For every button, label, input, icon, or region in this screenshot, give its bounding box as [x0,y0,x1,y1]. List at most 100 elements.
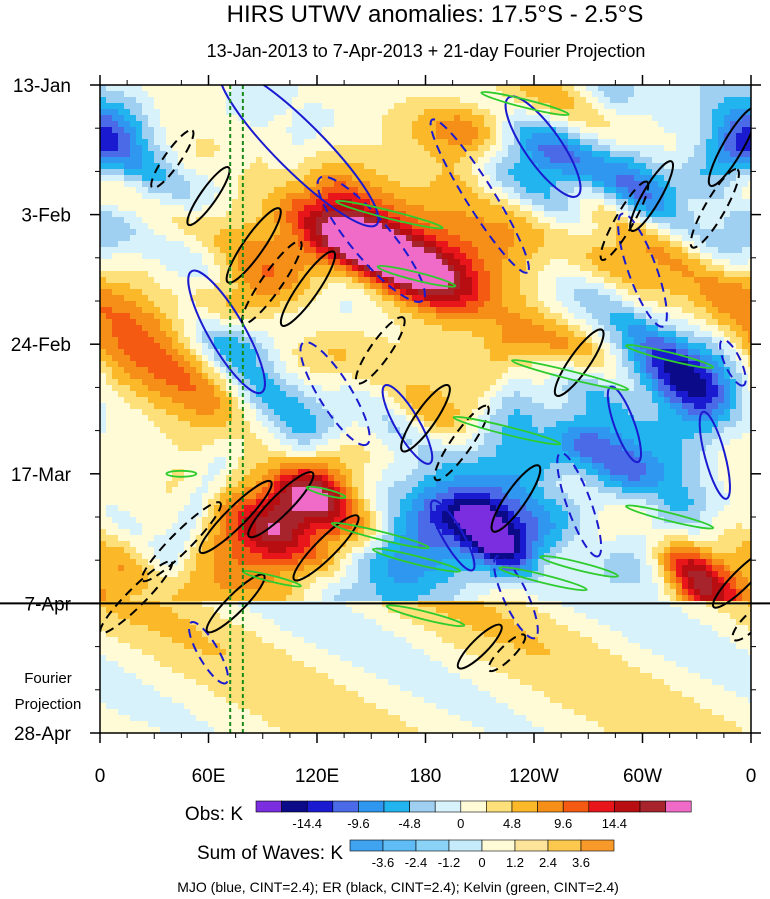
field-cell [352,187,359,194]
field-cell [406,337,413,344]
field-cell [328,319,335,326]
field-cell [556,109,563,116]
field-cell [322,211,329,218]
field-cell [694,301,701,308]
field-cell [718,103,725,110]
field-cell [712,97,719,104]
field-cell [370,307,377,314]
field-cell [382,121,389,128]
field-cell [280,103,287,110]
field-cell [310,145,317,152]
field-cell [544,259,551,266]
field-cell [166,217,173,224]
field-cell [484,145,491,152]
field-cell [196,103,203,110]
field-cell [130,217,137,224]
field-cell [508,349,515,356]
field-cell [292,349,299,356]
field-cell [244,103,251,110]
field-cell [328,313,335,320]
field-cell [310,253,317,260]
field-cell [244,313,251,320]
field-cell [682,265,689,272]
field-cell [436,145,443,152]
field-cell [148,229,155,236]
field-cell [490,163,497,170]
field-cell [688,169,695,176]
field-cell [622,91,629,98]
field-cell [262,289,269,296]
field-cell [142,331,149,338]
field-cell [418,139,425,146]
field-cell [694,319,701,326]
field-cell [262,343,269,350]
field-cell [484,163,491,170]
field-cell [262,121,269,128]
field-cell [724,199,731,206]
field-cell [676,85,683,92]
field-cell [142,181,149,188]
field-cell [538,277,545,284]
field-cell [580,235,587,242]
field-cell [208,259,215,266]
field-cell [346,277,353,284]
field-cell [388,265,395,272]
field-cell [286,175,293,182]
field-cell [154,169,161,176]
field-cell [310,343,317,350]
field-cell [166,331,173,338]
field-cell [676,295,683,302]
field-cell [382,349,389,356]
field-cell [652,199,659,206]
field-cell [472,307,479,314]
field-cell [610,241,617,248]
field-cell [556,193,563,200]
field-cell [736,187,743,194]
field-cell [586,331,593,338]
field-cell [364,295,371,302]
field-cell [142,271,149,278]
field-cell [160,235,167,242]
field-cell [334,277,341,284]
field-cell [274,103,281,110]
field-cell [424,277,431,284]
field-cell [604,187,611,194]
field-cell [406,109,413,116]
field-cell [382,187,389,194]
field-cell [736,97,743,104]
field-cell [322,271,329,278]
field-cell [580,271,587,278]
field-cell [340,277,347,284]
field-cell [670,337,677,344]
field-cell [376,109,383,116]
field-cell [328,205,335,212]
field-cell [598,349,605,356]
field-cell [664,205,671,212]
field-cell [328,343,335,350]
field-cell [220,127,227,134]
field-cell [280,271,287,278]
field-cell [412,301,419,308]
field-cell [478,139,485,146]
field-cell [136,259,143,266]
field-cell [376,289,383,296]
field-cell [580,277,587,284]
field-cell [388,199,395,206]
field-cell [370,121,377,128]
field-cell [460,289,467,296]
field-cell [652,337,659,344]
field-cell [136,91,143,98]
field-cell [412,229,419,236]
field-cell [604,337,611,344]
field-cell [280,127,287,134]
field-cell [430,181,437,188]
field-cell [634,205,641,212]
field-cell [214,91,221,98]
field-cell [298,181,305,188]
field-cell [304,277,311,284]
field-cell [508,295,515,302]
field-cell [568,115,575,122]
field-cell [226,151,233,158]
field-cell [202,103,209,110]
field-cell [154,229,161,236]
